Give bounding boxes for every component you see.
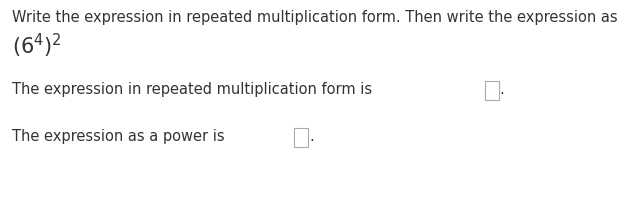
Text: .: . [500,82,505,97]
Text: The expression in repeated multiplication form is: The expression in repeated multiplicatio… [12,82,377,97]
Text: Write the expression in repeated multiplication form. Then write the expression : Write the expression in repeated multipl… [12,10,620,25]
FancyBboxPatch shape [485,82,498,101]
FancyBboxPatch shape [294,128,308,148]
Text: The expression as a power is: The expression as a power is [12,128,229,143]
Text: .: . [309,128,314,143]
Text: $(6^4)^2$: $(6^4)^2$ [12,32,62,60]
